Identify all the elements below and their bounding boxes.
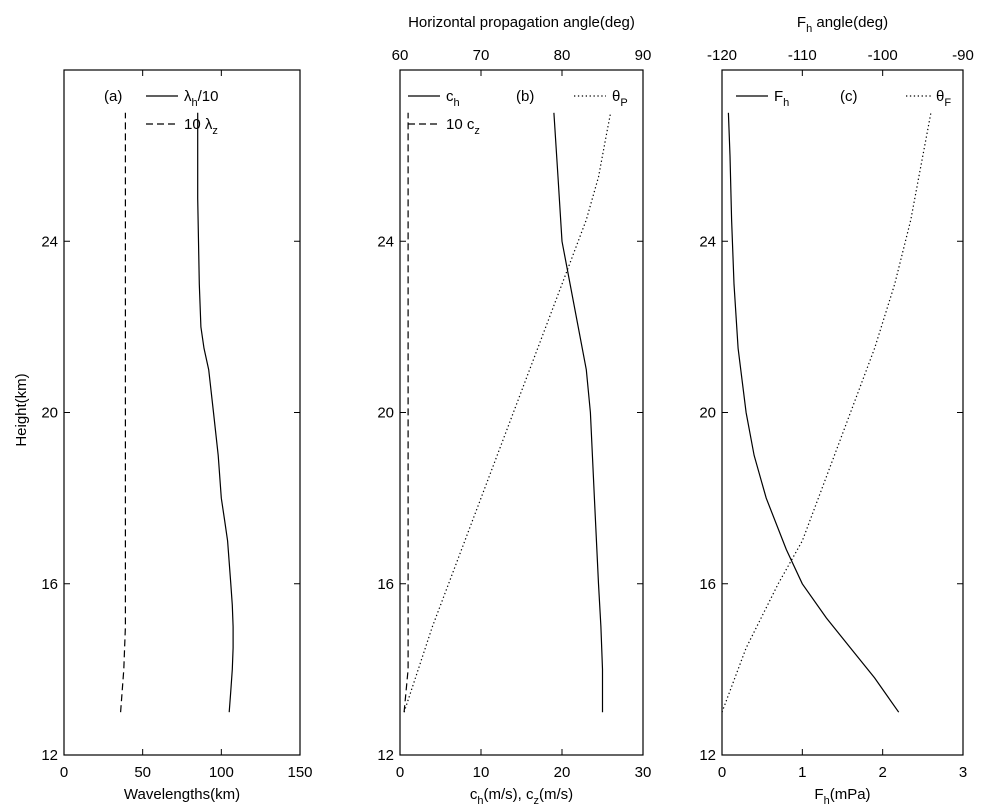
x-tick-label-c: 3 xyxy=(959,764,967,781)
panel-a: 0 50 100 150 12 16 20 24 Wavelengths(km) λh/10 10 … xyxy=(41,69,313,803)
legend-label-a-0: λh/10 xyxy=(184,88,218,109)
x-axis-label-b: ch(m/s), cz(m/s) xyxy=(470,786,573,805)
legend-label-a-1: 10 λz xyxy=(184,116,218,137)
y-tick-label-b: 12 xyxy=(377,747,394,764)
x2-axis-label-b: Horizontal propagation angle(deg) xyxy=(408,14,635,31)
panel-label-b: (b) xyxy=(516,88,534,105)
x-tick-label-a: 150 xyxy=(287,764,312,781)
plot-frame-c xyxy=(721,69,964,756)
legend-label-b-0: ch xyxy=(446,88,460,109)
y-tick-label-a: 16 xyxy=(41,576,58,593)
legend-label-b-1: 10 cz xyxy=(446,116,480,137)
x-tick-label-b: 20 xyxy=(554,764,571,781)
x-axis-label-c: Fh(mPa) xyxy=(814,786,870,805)
series-line-c-0 xyxy=(727,112,900,713)
series-line-a-0 xyxy=(197,112,234,713)
x-tick-label-a: 50 xyxy=(134,764,151,781)
x-tick-label-a: 0 xyxy=(60,764,68,781)
x2-tick-label-c: -100 xyxy=(868,47,898,64)
x2-tick-label-b: 70 xyxy=(473,47,490,64)
panel-label-a: (a) xyxy=(104,88,122,105)
x-tick-label-c: 0 xyxy=(718,764,726,781)
y-tick-label-c: 16 xyxy=(699,576,716,593)
plot-frame-a xyxy=(63,69,301,756)
y-tick-label-a: 24 xyxy=(41,233,58,250)
series-line-b-1 xyxy=(403,112,409,713)
y-tick-label-a: 12 xyxy=(41,747,58,764)
x2-axis-label-c: Fh angle(deg) xyxy=(797,14,888,35)
y-tick-label-b: 20 xyxy=(377,405,394,422)
x2-tick-label-b: 90 xyxy=(635,47,652,64)
series-line-b-0 xyxy=(553,112,604,713)
y-tick-label-b: 24 xyxy=(377,233,394,250)
series-line-b-2 xyxy=(403,112,612,713)
panel-label-c: (c) xyxy=(840,88,858,105)
x-tick-label-b: 0 xyxy=(396,764,404,781)
x-tick-label-b: 30 xyxy=(635,764,652,781)
y-tick-label-c: 20 xyxy=(699,405,716,422)
x2-tick-label-b: 60 xyxy=(392,47,409,64)
y-tick-label-c: 24 xyxy=(699,233,716,250)
x-axis-label-a: Wavelengths(km) xyxy=(124,786,240,803)
x2-tick-label-c: -110 xyxy=(788,47,817,64)
x-tick-label-c: 1 xyxy=(798,764,806,781)
legend-label-c-0: Fh xyxy=(774,88,789,109)
y-tick-label-c: 12 xyxy=(699,747,716,764)
x2-tick-label-b: 80 xyxy=(554,47,571,64)
legend-label-b-2: θP xyxy=(612,88,628,109)
legend-label-c-1: θF xyxy=(936,88,951,109)
y-axis-label: Height(km) xyxy=(13,373,30,446)
panel-b: 0 10 20 30 60 70 80 90 12 16 20 24 ch(m/s), cz(m/s) H… xyxy=(377,14,651,805)
x2-tick-label-c: -120 xyxy=(707,47,737,64)
x-tick-label-c: 2 xyxy=(878,764,886,781)
series-line-a-1 xyxy=(120,112,127,713)
y-tick-label-b: 16 xyxy=(377,576,394,593)
x2-tick-label-c: -90 xyxy=(952,47,974,64)
series-line-c-1 xyxy=(721,112,932,713)
y-tick-label-a: 20 xyxy=(41,405,58,422)
plot-frame-b xyxy=(399,69,644,756)
x-tick-label-b: 10 xyxy=(473,764,490,781)
x-tick-label-a: 100 xyxy=(209,764,234,781)
